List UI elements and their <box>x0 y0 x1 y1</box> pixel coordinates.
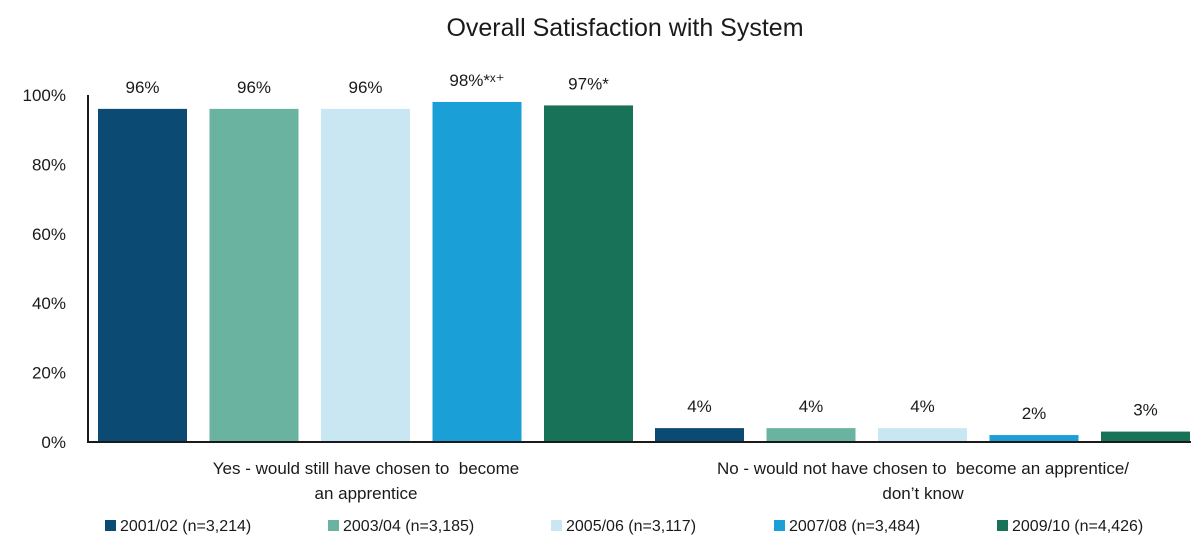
bar <box>321 108 410 442</box>
y-tick-label: 60% <box>32 225 66 244</box>
category-label: don’t know <box>882 484 964 503</box>
data-label: 2% <box>1022 404 1047 423</box>
y-axis: 0% 20% 40% 60% 80% 100% <box>23 86 66 452</box>
bar <box>209 108 299 442</box>
legend-swatch <box>997 520 1008 531</box>
data-label: 96% <box>348 78 382 97</box>
legend-label: 2009/10 (n=4,426) <box>1012 518 1143 535</box>
legend-swatch <box>328 520 339 531</box>
category-label: No - would not have chosen to become an … <box>717 459 1129 478</box>
category-label: an apprentice <box>314 484 417 503</box>
bars <box>98 101 1190 442</box>
legend: 2001/02 (n=3,214) 2003/04 (n=3,185) 2005/0… <box>105 518 1143 535</box>
bar <box>766 428 856 442</box>
category-labels: Yes - would still have chosen to become a… <box>213 459 1130 503</box>
data-label: 96% <box>125 78 159 97</box>
legend-label: 2003/04 (n=3,185) <box>343 518 474 535</box>
bar <box>432 101 522 442</box>
legend-label: 2005/06 (n=3,117) <box>566 518 696 535</box>
legend-swatch <box>774 520 785 531</box>
data-label: 4% <box>799 397 824 416</box>
bar <box>544 105 633 442</box>
bar <box>655 428 744 442</box>
bar <box>989 435 1079 442</box>
data-labels: 96% 4% 96% 4% 96% 4% 98%*ˣ⁺ 2% 97%* 3% <box>125 71 1157 423</box>
category-label: Yes - would still have chosen to become <box>213 459 520 478</box>
legend-label: 2001/02 (n=3,214) <box>120 518 251 535</box>
legend-swatch <box>105 520 116 531</box>
y-tick-label: 100% <box>23 86 66 105</box>
data-label: 98%*ˣ⁺ <box>449 71 504 90</box>
y-tick-label: 0% <box>41 433 66 452</box>
data-label: 4% <box>687 397 712 416</box>
bar <box>98 108 187 442</box>
data-label: 97%* <box>568 74 609 93</box>
y-tick-label: 20% <box>32 364 66 383</box>
data-label: 96% <box>237 78 271 97</box>
data-label: 3% <box>1133 401 1158 420</box>
bar <box>878 428 967 442</box>
chart-title: Overall Satisfaction with System <box>446 14 803 42</box>
bar <box>1101 431 1190 442</box>
y-tick-label: 80% <box>32 155 66 174</box>
legend-label: 2007/08 (n=3,484) <box>789 518 920 535</box>
data-label: 4% <box>910 397 935 416</box>
legend-swatch <box>551 520 562 531</box>
y-tick-label: 40% <box>32 294 66 313</box>
